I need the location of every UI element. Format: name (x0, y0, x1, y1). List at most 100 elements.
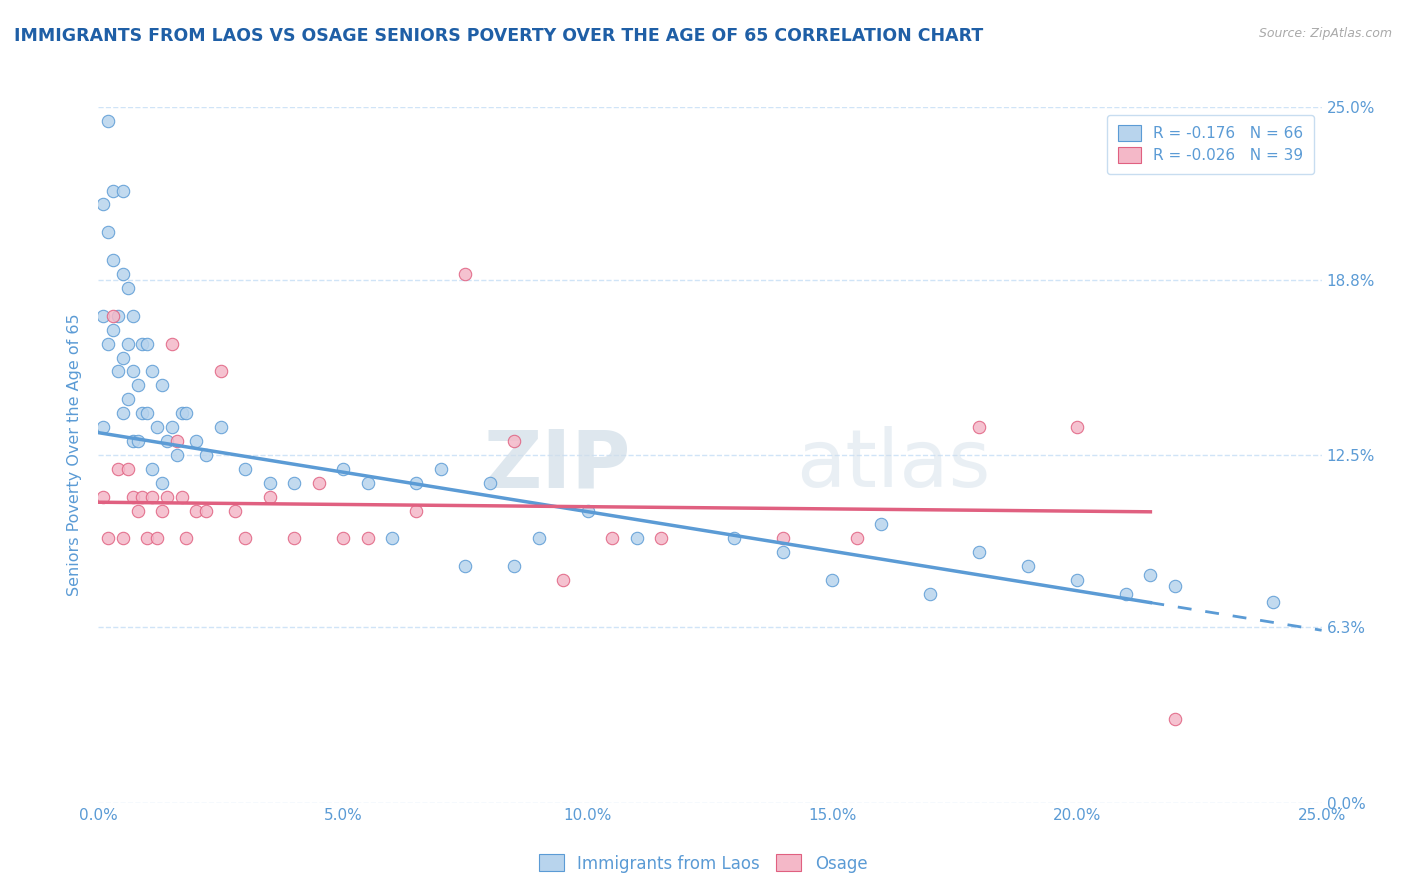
Point (127, 503, 149, 517)
Point (503, 434, 526, 448)
Point (356, 532, 378, 546)
Point (111, 351, 134, 365)
Point (259, 475, 281, 490)
Point (845, 532, 868, 546)
Point (141, 490, 163, 504)
Point (131, 406, 153, 420)
Point (967, 545, 990, 559)
Point (97, 114, 120, 128)
Point (97, 225, 120, 239)
Point (1017, 559, 1039, 574)
Point (170, 490, 193, 504)
Point (821, 573, 844, 587)
Point (209, 420, 232, 434)
Point (259, 490, 281, 504)
Point (136, 532, 159, 546)
Point (381, 532, 404, 546)
Point (283, 475, 305, 490)
Point (121, 364, 143, 378)
Point (111, 532, 134, 546)
Point (772, 545, 794, 559)
Point (146, 532, 169, 546)
Point (127, 378, 149, 392)
Point (91, 490, 114, 504)
Point (97, 336, 120, 351)
Point (1261, 595, 1284, 609)
Point (233, 462, 256, 476)
Point (1164, 579, 1187, 593)
Point (233, 532, 256, 546)
Point (101, 309, 124, 323)
Legend: Immigrants from Laos, Osage: Immigrants from Laos, Osage (531, 847, 875, 880)
Point (626, 532, 648, 546)
Point (107, 309, 129, 323)
Point (356, 475, 378, 490)
Point (150, 503, 173, 517)
Point (131, 336, 153, 351)
Point (141, 364, 163, 378)
Point (111, 267, 134, 281)
Point (170, 406, 193, 420)
Point (1115, 587, 1137, 601)
Point (121, 490, 143, 504)
Point (176, 406, 198, 420)
Point (332, 462, 354, 476)
Point (195, 448, 218, 462)
Point (772, 532, 794, 546)
Point (160, 420, 183, 434)
Point (117, 281, 139, 295)
Point (136, 406, 159, 420)
Text: atlas: atlas (796, 426, 990, 504)
Point (166, 448, 188, 462)
Point (600, 532, 623, 546)
Point (160, 336, 183, 351)
Point (308, 475, 330, 490)
Point (91, 197, 114, 211)
Point (166, 434, 188, 448)
Y-axis label: Seniors Poverty Over the Age of 65: Seniors Poverty Over the Age of 65 (67, 314, 83, 596)
Point (127, 434, 149, 448)
Point (156, 434, 179, 448)
Point (224, 503, 246, 517)
Point (141, 462, 163, 476)
Point (1164, 712, 1187, 726)
Point (146, 420, 169, 434)
Point (967, 420, 990, 434)
Point (430, 462, 453, 476)
Point (107, 364, 129, 378)
Point (97, 532, 120, 546)
Point (405, 475, 427, 490)
Point (503, 559, 526, 574)
Point (150, 475, 173, 490)
Text: IMMIGRANTS FROM LAOS VS OSAGE SENIORS POVERTY OVER THE AGE OF 65 CORRELATION CHA: IMMIGRANTS FROM LAOS VS OSAGE SENIORS PO… (14, 27, 983, 45)
Point (91, 420, 114, 434)
Point (111, 406, 134, 420)
Point (478, 475, 501, 490)
Point (1066, 573, 1088, 587)
Point (121, 434, 143, 448)
Point (117, 462, 139, 476)
Point (553, 573, 575, 587)
Point (156, 490, 179, 504)
Point (576, 503, 599, 517)
Point (527, 532, 550, 546)
Point (723, 532, 745, 546)
Point (101, 323, 124, 337)
Point (117, 336, 139, 351)
Point (136, 336, 159, 351)
Point (131, 490, 153, 504)
Point (920, 587, 942, 601)
Point (454, 267, 477, 281)
Point (176, 532, 198, 546)
Point (117, 392, 139, 407)
Point (332, 532, 354, 546)
Point (111, 184, 134, 198)
Point (186, 434, 208, 448)
Point (101, 253, 124, 268)
Point (650, 532, 672, 546)
Point (107, 462, 129, 476)
Point (101, 184, 124, 198)
Text: ZIP: ZIP (484, 426, 630, 504)
Point (1066, 420, 1088, 434)
Text: Source: ZipAtlas.com: Source: ZipAtlas.com (1258, 27, 1392, 40)
